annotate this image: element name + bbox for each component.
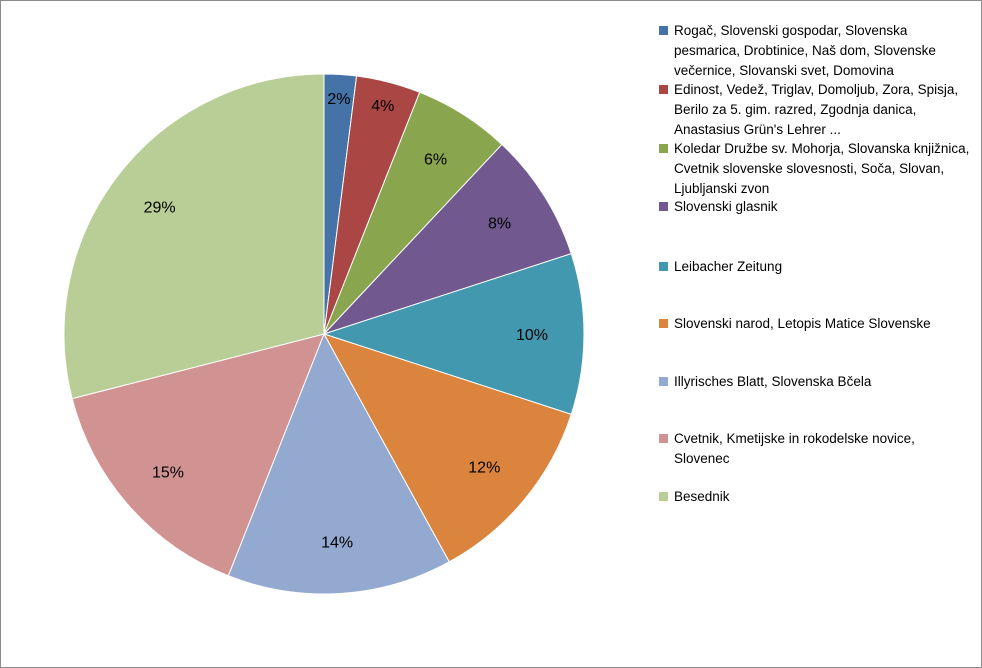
legend-label-1: Edinost, Vedež, Triglav, Domoljub, Zora,… [674, 82, 959, 137]
legend-swatch-5 [659, 319, 668, 328]
data-label-8: 29% [144, 200, 176, 217]
legend-swatch-0 [659, 26, 668, 35]
pie-labels: 2% 4% 6% 8% 10% 12% 14% 15% 29% [144, 91, 548, 552]
pie-slice-3 [323, 143, 572, 335]
legend-swatch-1 [659, 85, 668, 94]
data-label-0: 2% [327, 91, 350, 108]
legend-label-4: Leibacher Zeitung [674, 259, 783, 274]
pie-slice-4 [322, 253, 585, 415]
legend-label-0: Rogač, Slovenski gospodar, Slovenska pes… [674, 23, 936, 78]
legend-swatch-7 [659, 434, 668, 443]
data-label-7: 15% [152, 465, 184, 482]
legend-label-5: Slovenski narod, Letopis Matice Slovensk… [674, 316, 931, 331]
pie-slice-8 [63, 73, 325, 400]
data-label-4: 10% [516, 327, 548, 344]
legend-swatch-8 [659, 492, 668, 501]
legend-label-2: Koledar Družbe sv. Mohorja, Slovanska kn… [674, 141, 970, 196]
pie-slices [63, 73, 585, 595]
legend-swatch-3 [659, 202, 668, 211]
legend-swatch-6 [659, 377, 668, 386]
legend-label-6: Illyrisches Blatt, Slovenska Bčela [674, 374, 872, 389]
data-label-6: 14% [321, 535, 353, 552]
legend-swatch-4 [659, 262, 668, 271]
legend-label-8: Besednik [674, 489, 730, 504]
legend-swatch-2 [659, 144, 668, 153]
pie-slice-5 [322, 333, 572, 563]
data-label-2: 6% [424, 151, 447, 168]
legend-label-3: Slovenski glasnik [674, 199, 778, 214]
pie-slice-6 [227, 332, 450, 595]
data-label-5: 12% [468, 460, 500, 477]
pie-slice-7 [71, 333, 325, 577]
legend-label-7: Cvetnik, Kmetijske in rokodelske novice,… [674, 431, 915, 466]
data-label-1: 4% [371, 98, 394, 115]
data-label-3: 8% [488, 216, 511, 233]
